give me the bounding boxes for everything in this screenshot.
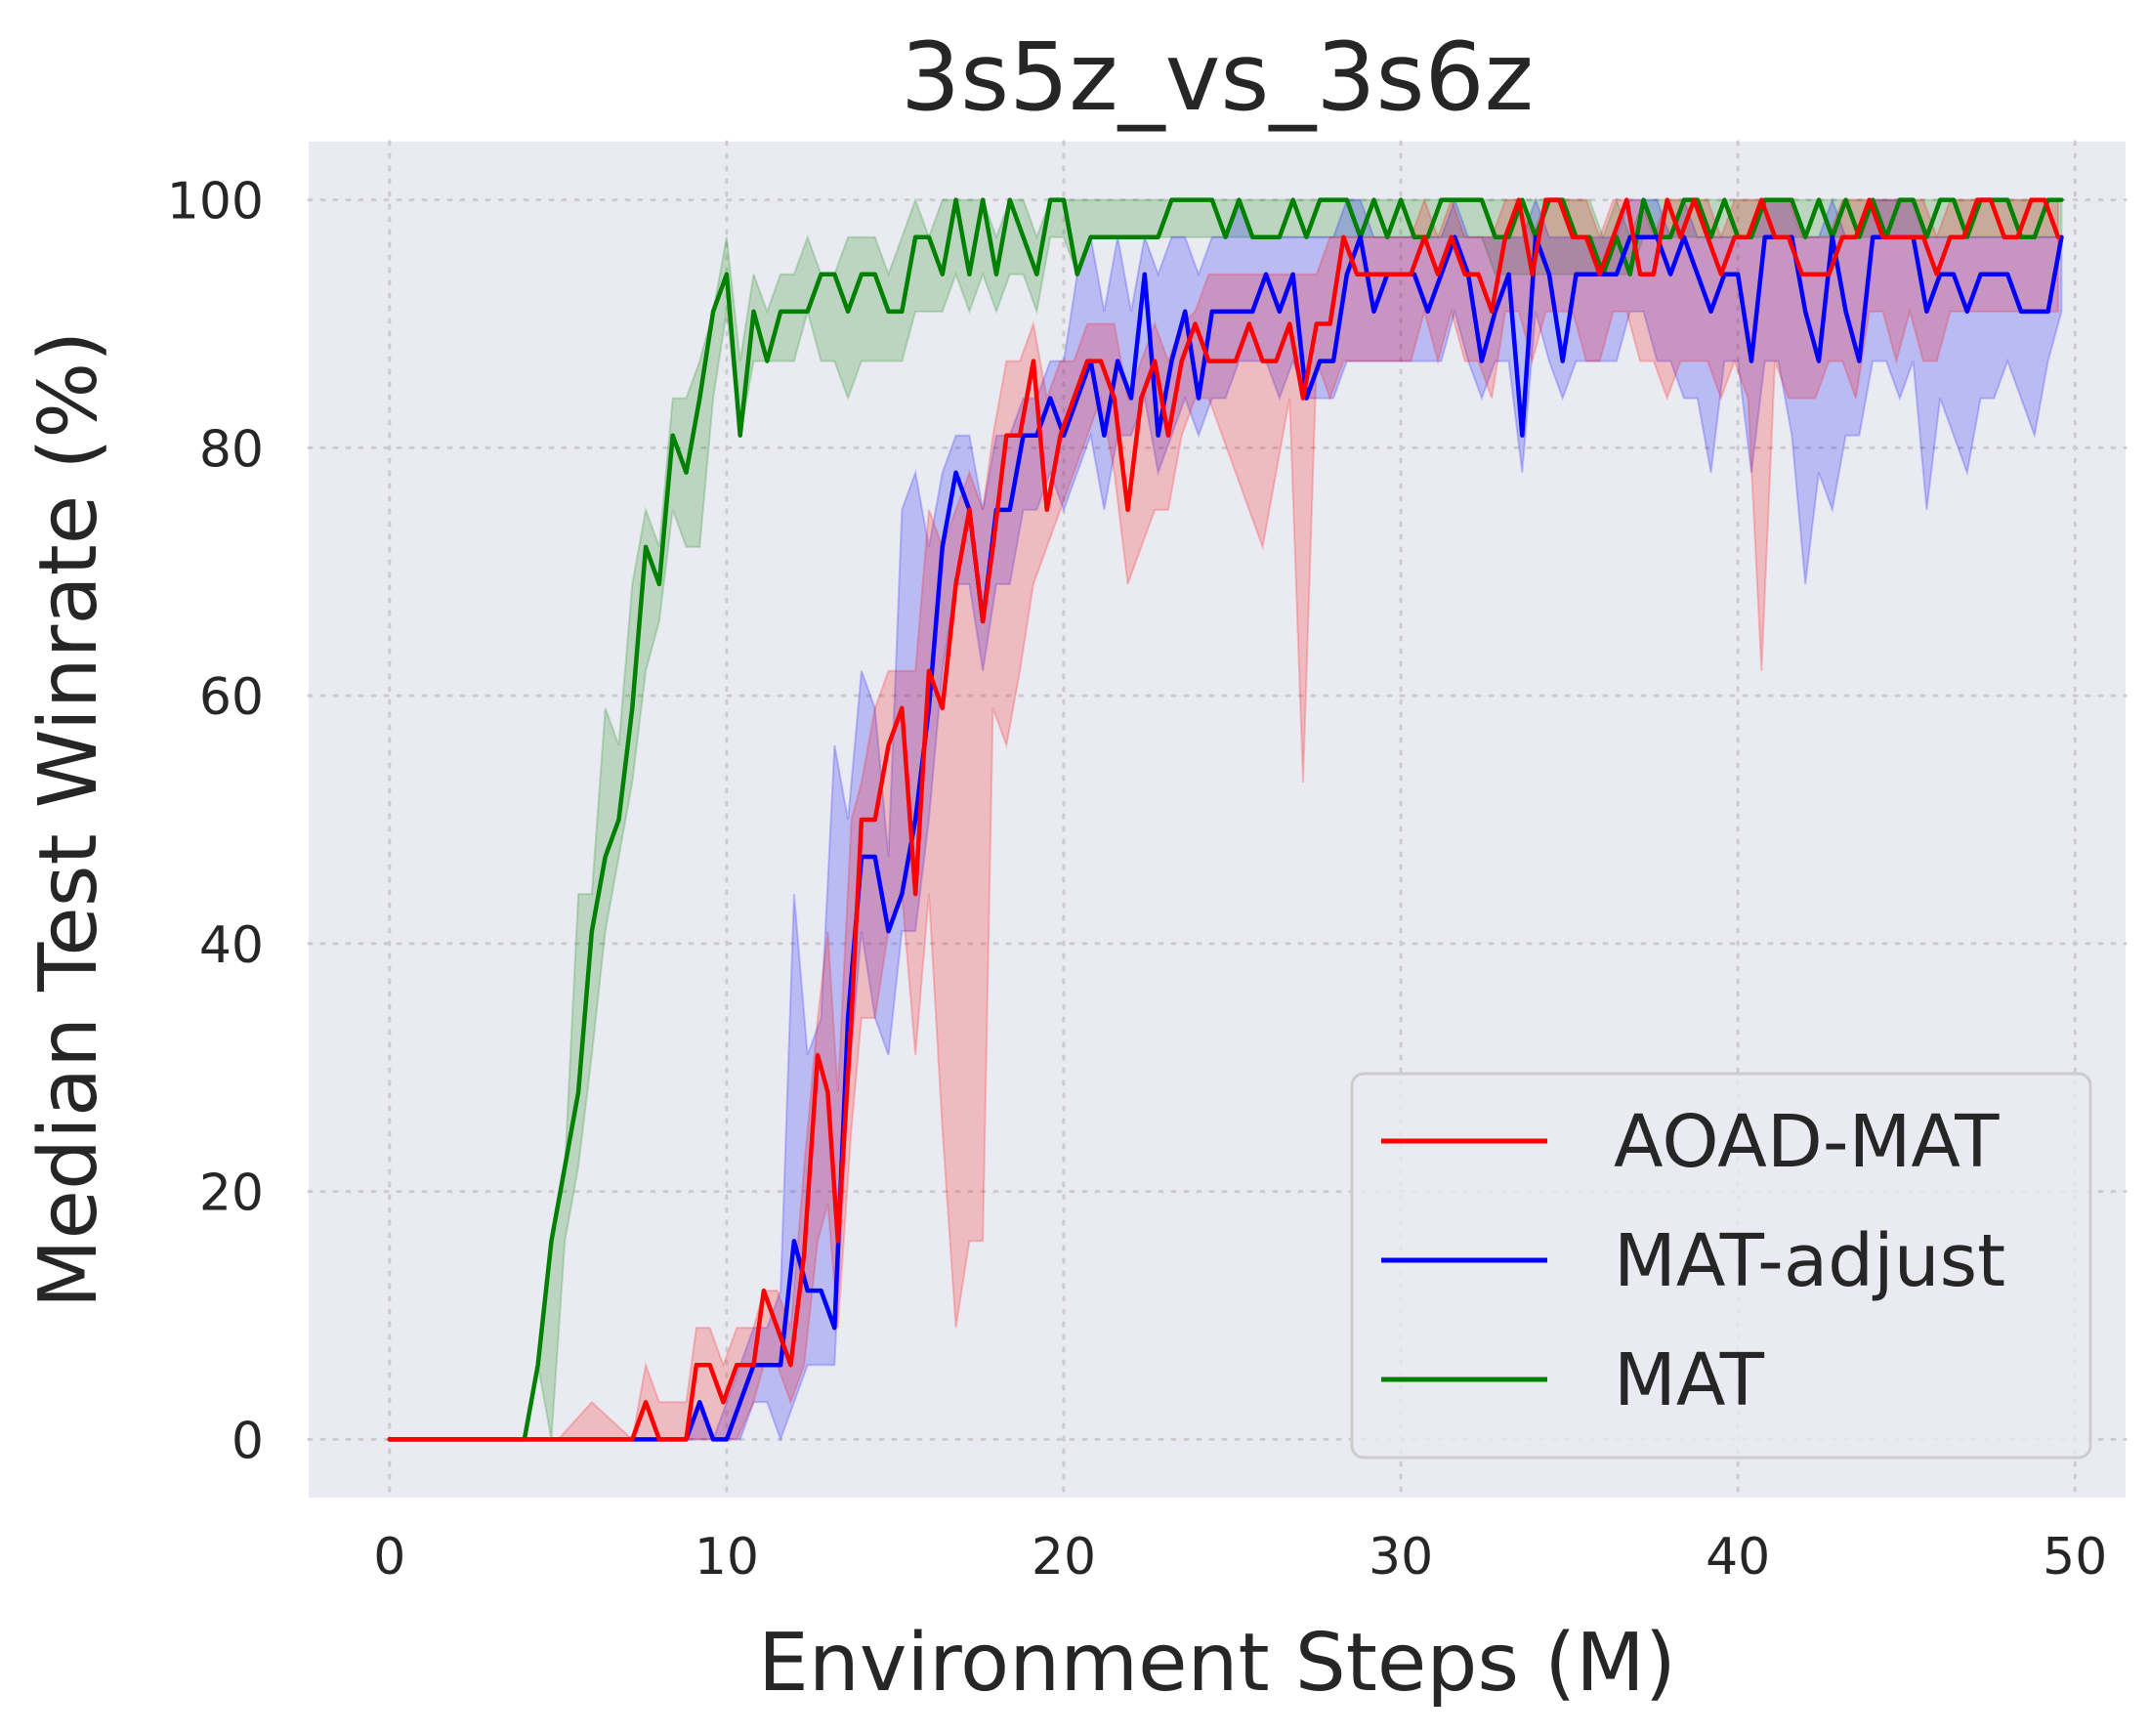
x-tick-label: 0 [373, 1528, 405, 1587]
y-tick-label: 100 [167, 173, 264, 232]
band-mat-adjust [389, 196, 2063, 1443]
legend: AOAD-MAT MAT-adjust MAT [1350, 1072, 2092, 1460]
y-tick-label: 80 [199, 420, 264, 479]
legend-label-mat: MAT [1614, 1338, 1765, 1422]
line-mat [387, 197, 2064, 1442]
legend-box [1350, 1072, 2092, 1460]
chart-title: 3s5z_vs_3s6z [901, 22, 1534, 132]
line-aoad-mat [387, 197, 2061, 1442]
legend-label-aoad-mat: AOAD-MAT [1614, 1100, 2000, 1184]
series-lines [387, 197, 2064, 1442]
y-axis-label: Median Test Winrate (%) [22, 331, 115, 1308]
legend-label-mat-adjust: MAT-adjust [1614, 1219, 2005, 1303]
y-tick-label: 40 [199, 916, 264, 975]
x-tick-label: 30 [1369, 1528, 1433, 1587]
x-tick-label: 10 [695, 1528, 759, 1587]
x-axis-label: Environment Steps (M) [758, 1617, 1676, 1710]
x-tick-label: 40 [1706, 1528, 1770, 1587]
line-mat-adjust [387, 234, 2064, 1442]
y-tick-labels: 0 20 40 60 80 100 [167, 173, 264, 1471]
x-tick-label: 50 [2043, 1528, 2107, 1587]
band-mat [389, 196, 2063, 1441]
y-tick-label: 20 [199, 1164, 264, 1223]
y-tick-label: 0 [232, 1412, 264, 1470]
x-tick-labels: 0 10 20 30 40 50 [373, 1528, 2107, 1587]
y-tick-label: 60 [199, 668, 264, 727]
x-tick-label: 20 [1032, 1528, 1096, 1587]
